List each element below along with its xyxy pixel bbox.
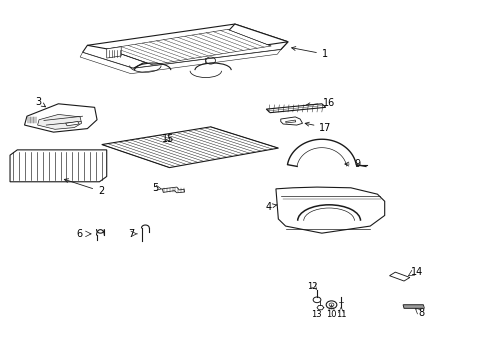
Text: 7: 7 xyxy=(128,229,134,239)
Text: 6: 6 xyxy=(76,229,82,239)
Polygon shape xyxy=(80,50,280,74)
Polygon shape xyxy=(24,104,97,132)
Text: 11: 11 xyxy=(335,310,346,319)
Text: 5: 5 xyxy=(152,183,159,193)
Polygon shape xyxy=(102,127,278,168)
Text: 14: 14 xyxy=(410,267,423,277)
Polygon shape xyxy=(133,42,287,68)
Polygon shape xyxy=(162,187,184,193)
Polygon shape xyxy=(275,187,384,233)
Polygon shape xyxy=(402,305,424,308)
Text: 9: 9 xyxy=(344,159,360,169)
Polygon shape xyxy=(227,24,287,50)
Text: 17: 17 xyxy=(305,122,331,132)
Polygon shape xyxy=(106,47,121,58)
Polygon shape xyxy=(280,117,302,125)
Text: 10: 10 xyxy=(325,310,336,319)
Text: 15: 15 xyxy=(162,134,174,144)
Polygon shape xyxy=(389,272,409,281)
Text: 4: 4 xyxy=(265,202,276,212)
Polygon shape xyxy=(106,30,270,65)
Text: 1: 1 xyxy=(291,46,327,59)
Polygon shape xyxy=(10,150,106,182)
Text: 8: 8 xyxy=(417,308,423,318)
Polygon shape xyxy=(38,114,81,129)
Polygon shape xyxy=(82,45,152,68)
Text: 3: 3 xyxy=(36,97,45,107)
Polygon shape xyxy=(65,122,79,126)
Polygon shape xyxy=(87,24,287,63)
Text: 12: 12 xyxy=(306,282,317,291)
Text: 2: 2 xyxy=(64,179,104,196)
Text: 13: 13 xyxy=(310,310,321,319)
Polygon shape xyxy=(265,104,325,113)
Text: 16: 16 xyxy=(305,98,335,108)
